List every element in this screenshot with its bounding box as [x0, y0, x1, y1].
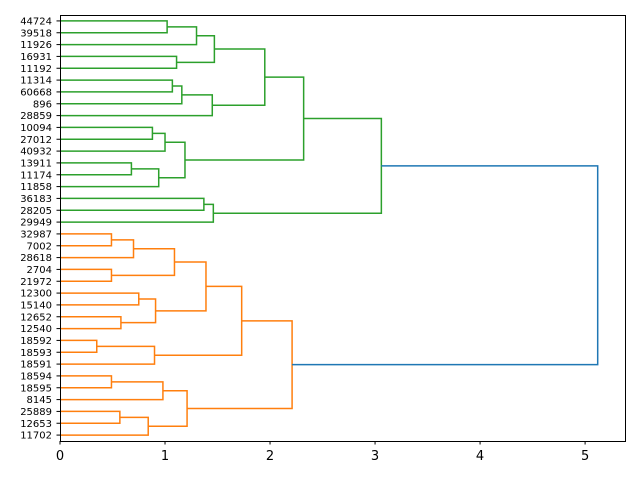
leaf-label: 18592: [20, 336, 52, 347]
dendrogram-link: [155, 261, 207, 312]
dendrogram-link: [60, 20, 168, 34]
leaf-label: 8145: [27, 395, 52, 406]
dendrogram-link: [212, 48, 266, 106]
leaf-labels: 4472439518119261693111192113146066889628…: [20, 16, 60, 442]
leaf-label: 11314: [20, 76, 52, 87]
dendrogram-link: [60, 375, 113, 389]
leaf-label: 18594: [20, 371, 52, 382]
dendrogram-link: [292, 165, 599, 366]
leaf-label: 18591: [20, 360, 52, 371]
leaf-label: 25889: [20, 407, 52, 418]
dendrogram-link: [176, 34, 216, 64]
x-tick-label: 5: [581, 449, 589, 464]
dendrogram-link: [187, 320, 293, 410]
leaf-label: 12653: [20, 419, 52, 430]
x-axis: 0 1 2 3 4 5: [56, 441, 589, 464]
dendrogram-link: [60, 85, 183, 105]
leaf-label: 36183: [20, 194, 52, 205]
plot-frame: [60, 15, 626, 442]
dendrogram-link: [60, 79, 174, 93]
leaf-label: 11174: [20, 170, 52, 181]
dendrogram-link: [60, 132, 166, 152]
x-tick-label: 4: [476, 449, 484, 464]
leaf-label: 39518: [20, 28, 52, 39]
dendrogram-link: [60, 410, 121, 424]
leaf-label: 15140: [20, 300, 52, 311]
leaf-label: 60668: [20, 87, 52, 98]
dendrogram-link: [60, 233, 113, 247]
dendrogram-link: [60, 94, 214, 117]
dendrogram-link: [148, 389, 188, 427]
leaf-label: 18593: [20, 348, 52, 359]
leaf-label: 28618: [20, 253, 52, 264]
leaf-label: 18595: [20, 383, 52, 394]
dendrogram-link: [60, 381, 164, 401]
dendrogram-link: [60, 268, 113, 282]
leaf-label: 10094: [20, 123, 52, 134]
dendrogram-link: [184, 76, 305, 161]
leaf-label: 28205: [20, 206, 52, 217]
dendrogram-link: [60, 316, 122, 330]
leaf-label: 11858: [20, 182, 52, 193]
leaf-label: 28859: [20, 111, 52, 122]
leaf-label: 11926: [20, 40, 52, 51]
dendrogram-link: [111, 247, 176, 277]
dendrogram-link: [60, 239, 135, 259]
leaf-label: 32987: [20, 229, 52, 240]
dendrogram-link: [213, 117, 383, 214]
leaf-label: 16931: [20, 52, 52, 63]
dendrogram-link: [158, 141, 186, 179]
leaf-label: 12540: [20, 324, 52, 335]
dendrogram-link: [60, 126, 154, 140]
leaf-label: 21972: [20, 277, 52, 288]
x-tick-label: 1: [161, 449, 169, 464]
dendrogram-link: [60, 26, 198, 46]
dendrogram-links: [60, 20, 599, 436]
leaf-label: 7002: [27, 241, 52, 252]
dendrogram-link: [60, 345, 156, 365]
leaf-label: 44724: [20, 16, 52, 27]
x-tick-label: 3: [371, 449, 379, 464]
leaf-label: 12300: [20, 289, 52, 300]
x-tick-label: 0: [56, 449, 64, 464]
leaf-label: 13911: [20, 158, 52, 169]
dendrogram-link: [60, 168, 160, 188]
dendrogram-link: [60, 162, 133, 176]
leaf-label: 29949: [20, 218, 52, 229]
leaf-label: 27012: [20, 135, 52, 146]
x-tick-label: 2: [266, 449, 274, 464]
leaf-label: 12652: [20, 312, 52, 323]
leaf-label: 2704: [27, 265, 52, 276]
leaf-label: 11192: [20, 64, 52, 75]
leaf-label: 40932: [20, 147, 52, 158]
dendrogram-link: [60, 416, 149, 436]
dendrogram-link: [154, 285, 243, 356]
leaf-label: 896: [33, 99, 52, 110]
dendrogram-link: [60, 292, 140, 306]
leaf-label: 11702: [20, 431, 52, 442]
dendrogram-link: [60, 339, 98, 353]
dendrogram-link: [60, 203, 215, 223]
dendrogram-link: [60, 55, 178, 69]
dendrogram-link: [60, 197, 205, 211]
